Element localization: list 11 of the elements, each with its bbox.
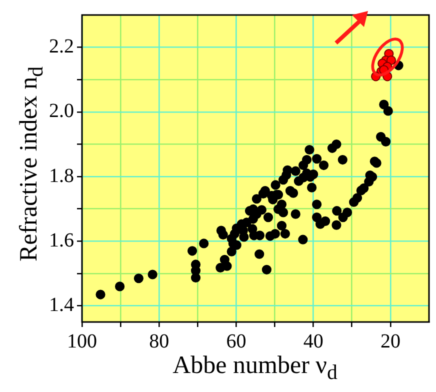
y-tick-label: 1.4 xyxy=(49,294,74,316)
x-axis-title: Abbe number ν$_{d}$ xyxy=(172,352,338,385)
y-tick-label: 1.6 xyxy=(49,229,74,252)
x-tick-label: 60 xyxy=(226,330,246,352)
x-tick-label: 40 xyxy=(303,330,324,352)
y-tick-label: 2.2 xyxy=(49,36,74,58)
x-tick-label: 20 xyxy=(380,330,400,352)
y-tick-label: 2.0 xyxy=(49,100,74,122)
x-tick-label: 100 xyxy=(67,330,97,352)
x-tick-label: 80 xyxy=(149,330,170,352)
y-tick-label: 1.8 xyxy=(49,164,74,187)
